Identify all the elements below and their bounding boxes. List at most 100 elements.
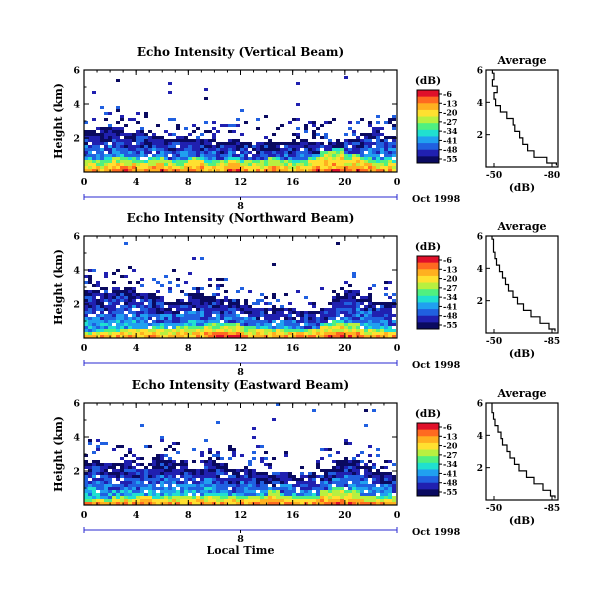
heatmap-cell: [196, 481, 200, 484]
heatmap-cell: [312, 475, 316, 478]
heatmap-cell: [332, 163, 336, 166]
heatmap-cell: [112, 496, 116, 499]
heatmap-cell: [84, 472, 88, 475]
heatmap-cell: [232, 332, 236, 335]
heatmap-cell: [144, 142, 148, 145]
heatmap-cell: [184, 487, 188, 490]
heatmap-cell: [316, 133, 320, 136]
heatmap-cell: [96, 469, 100, 472]
heatmap-cell: [360, 148, 364, 151]
heatmap-cell: [312, 121, 316, 124]
heatmap-cell: [308, 151, 312, 154]
heatmap-cell: [156, 296, 160, 299]
heatmap-cell: [156, 454, 160, 457]
heatmap-cell: [336, 490, 340, 493]
heatmap-cell: [296, 154, 300, 157]
heatmap-cell: [356, 160, 360, 163]
heatmap-cell: [352, 296, 356, 299]
heatmap-cell: [328, 478, 332, 481]
heatmap-cell: [340, 169, 344, 172]
heatmap-cell: [304, 326, 308, 329]
heatmap-cell: [212, 133, 216, 136]
heatmap-cell: [256, 145, 260, 148]
heatmap-cell: [196, 145, 200, 148]
heatmap-cell: [328, 145, 332, 148]
heatmap-cell: [392, 154, 396, 157]
heatmap-cell: [200, 323, 204, 326]
heatmap-cell: [88, 332, 92, 335]
heatmap-cell: [108, 136, 112, 139]
heatmap-cell: [236, 302, 240, 305]
heatmap-cell: [92, 305, 96, 308]
heatmap-cell: [312, 332, 316, 335]
heatmap-cell: [388, 332, 392, 335]
heatmap-cell: [156, 154, 160, 157]
heatmap-cell: [164, 329, 168, 332]
heatmap-cell: [336, 484, 340, 487]
heatmap-cell: [184, 320, 188, 323]
heatmap-cell: [96, 335, 100, 338]
heatmap-cell: [332, 296, 336, 299]
heatmap-cell: [324, 154, 328, 157]
heatmap-cell: [212, 317, 216, 320]
heatmap-cell: [152, 148, 156, 151]
heatmap-cell: [88, 472, 92, 475]
heatmap-cell: [116, 79, 120, 82]
heatmap-cell: [268, 463, 272, 466]
heatmap-cell: [188, 499, 192, 502]
heatmap-cell: [108, 308, 112, 311]
heatmap-cell: [188, 299, 192, 302]
heatmap-cell: [212, 484, 216, 487]
heatmap-cell: [360, 502, 364, 505]
heatmap-cell: [244, 490, 248, 493]
heatmap-cell: [288, 490, 292, 493]
heatmap-cell: [340, 323, 344, 326]
heatmap-cell: [152, 157, 156, 160]
heatmap-cell: [372, 409, 376, 412]
heatmap-cell: [192, 305, 196, 308]
heatmap-cell: [368, 121, 372, 124]
heatmap-cell: [236, 472, 240, 475]
heatmap-cell: [116, 154, 120, 157]
heatmap-cell: [204, 323, 208, 326]
heatmap-cell: [84, 157, 88, 160]
heatmap-cell: [156, 481, 160, 484]
heatmap-cell: [264, 314, 268, 317]
heatmap-cell: [392, 142, 396, 145]
heatmap-cell: [336, 157, 340, 160]
heatmap-cell: [332, 314, 336, 317]
heatmap-cell: [352, 160, 356, 163]
heatmap-cell: [344, 290, 348, 293]
heatmap-cell: [144, 332, 148, 335]
heatmap-cell: [120, 299, 124, 302]
heatmap-cell: [384, 320, 388, 323]
heatmap-cell: [132, 484, 136, 487]
heatmap-cell: [148, 469, 152, 472]
heatmap-cell: [216, 466, 220, 469]
heatmap-cell: [200, 332, 204, 335]
heatmap-cell: [212, 490, 216, 493]
heatmap-cell: [216, 145, 220, 148]
heatmap-cell: [96, 139, 100, 142]
heatmap-cell: [224, 145, 228, 148]
heatmap-cell: [100, 133, 104, 136]
heatmap-cell: [352, 502, 356, 505]
heatmap-cell: [196, 314, 200, 317]
heatmap-cell: [384, 166, 388, 169]
heatmap-cell: [212, 163, 216, 166]
heatmap-cell: [176, 148, 180, 151]
heatmap-cell: [200, 145, 204, 148]
heatmap-cell: [292, 154, 296, 157]
heatmap-cell: [200, 287, 204, 290]
heatmap-cell: [140, 133, 144, 136]
heatmap-cell: [292, 145, 296, 148]
heatmap-cell: [104, 148, 108, 151]
heatmap-cell: [172, 329, 176, 332]
heatmap-cell: [352, 308, 356, 311]
heatmap-cell: [168, 281, 172, 284]
heatmap-cell: [204, 475, 208, 478]
heatmap-cell: [364, 320, 368, 323]
heatmap-cell: [264, 160, 268, 163]
heatmap-cell: [188, 311, 192, 314]
heatmap-cell: [292, 487, 296, 490]
